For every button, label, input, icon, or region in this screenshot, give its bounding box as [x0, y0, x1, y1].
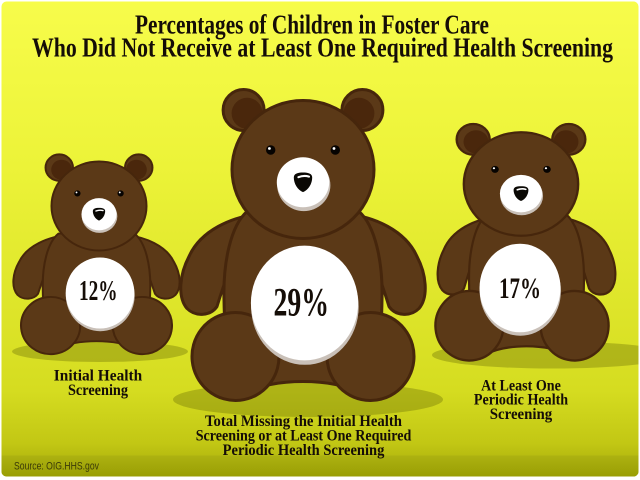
svg-text:Total Missing the Initial Heal: Total Missing the Initial Health: [205, 413, 402, 430]
svg-text:Screening: Screening: [68, 382, 128, 399]
svg-text:29%: 29%: [273, 279, 329, 324]
svg-text:Periodic Health Screening: Periodic Health Screening: [223, 442, 385, 459]
svg-text:Periodic Health: Periodic Health: [474, 392, 569, 409]
svg-text:Percentages of Children in Fos: Percentages of Children in Foster Care: [135, 9, 489, 40]
svg-text:Initial Health: Initial Health: [54, 368, 143, 385]
svg-text:Who Did Not Receive at Least O: Who Did Not Receive at Least One Require…: [32, 32, 613, 63]
svg-text:Screening or at Least One Requ: Screening or at Least One Required: [196, 428, 412, 445]
svg-text:17%: 17%: [499, 273, 541, 305]
svg-text:Source: OIG.HHS.gov: Source: OIG.HHS.gov: [14, 461, 99, 473]
svg-text:12%: 12%: [79, 276, 118, 307]
svg-text:Screening: Screening: [490, 406, 553, 423]
svg-text:At Least One: At Least One: [481, 377, 561, 394]
